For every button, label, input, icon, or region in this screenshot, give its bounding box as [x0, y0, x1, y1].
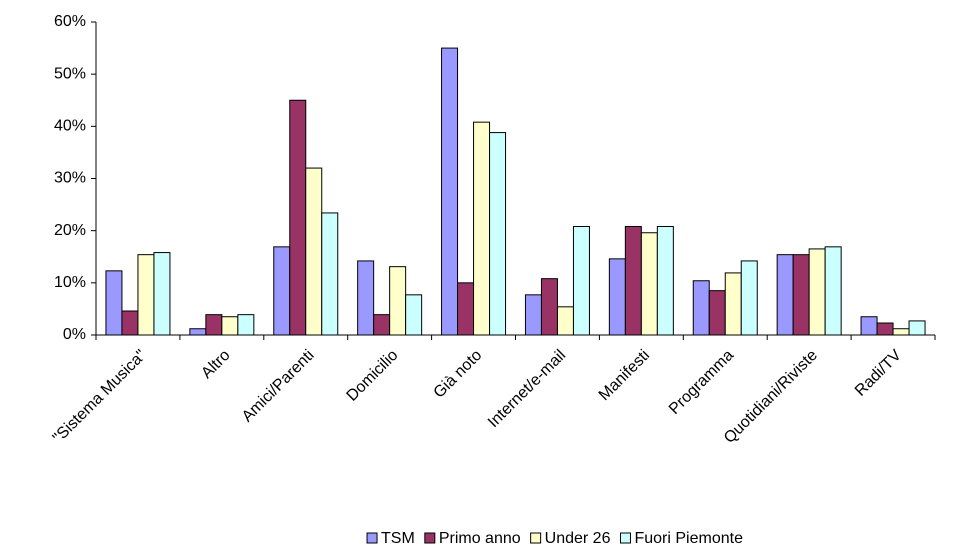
bar: [189, 328, 207, 336]
bar: [860, 316, 878, 336]
bar: [137, 254, 155, 336]
bar: [524, 294, 542, 336]
y-tick-label: 50%: [54, 65, 86, 82]
bar: [876, 322, 894, 336]
x-tick-label: Quotidiani/Riviste: [721, 347, 821, 447]
bar: [572, 225, 590, 336]
bar: [692, 280, 710, 336]
legend-swatch: [366, 532, 378, 544]
legend-label: Primo anno: [439, 530, 521, 547]
legend-swatch: [424, 532, 436, 544]
bar: [153, 252, 171, 336]
bar: [892, 328, 910, 336]
bar: [908, 320, 926, 336]
legend-label: TSM: [381, 530, 415, 547]
x-tick-label: Manifesti: [596, 347, 653, 404]
bar: [776, 254, 794, 336]
bar: [792, 254, 810, 336]
x-tick-label: "Sistema Musica": [50, 347, 150, 447]
bar: [624, 225, 642, 336]
bar: [273, 246, 291, 336]
x-tick-label: Altro: [198, 347, 233, 382]
legend-swatch: [530, 532, 542, 544]
bar: [489, 132, 507, 336]
bar: [105, 270, 123, 336]
bar: [357, 260, 375, 336]
bar: [237, 314, 255, 336]
y-tick-label: 10%: [54, 274, 86, 291]
y-tick-label: 40%: [54, 118, 86, 135]
bar: [405, 294, 423, 336]
legend-label: Fuori Piemonte: [634, 530, 743, 547]
x-tick-label: Domicilio: [344, 347, 402, 405]
bar: [824, 246, 842, 336]
x-tick-label: Amici/Parenti: [239, 347, 318, 426]
bar: [321, 212, 339, 336]
legend-swatch: [619, 532, 631, 544]
bar: [724, 272, 742, 336]
y-tick-label: 30%: [54, 170, 86, 187]
x-tick-label: Internet/e-mail: [485, 347, 569, 431]
bar: [540, 278, 558, 336]
bar: [556, 306, 574, 336]
bar: [457, 282, 475, 336]
x-tick-label: Radi/TV: [852, 347, 905, 400]
bar: [473, 121, 491, 336]
y-tick-label: 0%: [63, 326, 86, 343]
bar: [305, 167, 323, 336]
x-tick-label: Programma: [666, 347, 737, 418]
bar: [373, 314, 391, 336]
y-tick-label: 20%: [54, 222, 86, 239]
bar: [389, 266, 407, 336]
bar: [808, 248, 826, 336]
bar: [656, 225, 674, 336]
bar: [289, 99, 307, 336]
bar: [221, 316, 239, 336]
x-tick-label: Già noto: [431, 347, 486, 402]
y-tick-label: 60%: [54, 13, 86, 30]
bar: [740, 260, 758, 336]
bar: [640, 232, 658, 336]
legend-label: Under 26: [545, 530, 611, 547]
bar: [121, 310, 139, 336]
bar: [608, 258, 626, 336]
bar: [441, 47, 459, 336]
bar: [708, 290, 726, 336]
bar: [205, 314, 223, 336]
